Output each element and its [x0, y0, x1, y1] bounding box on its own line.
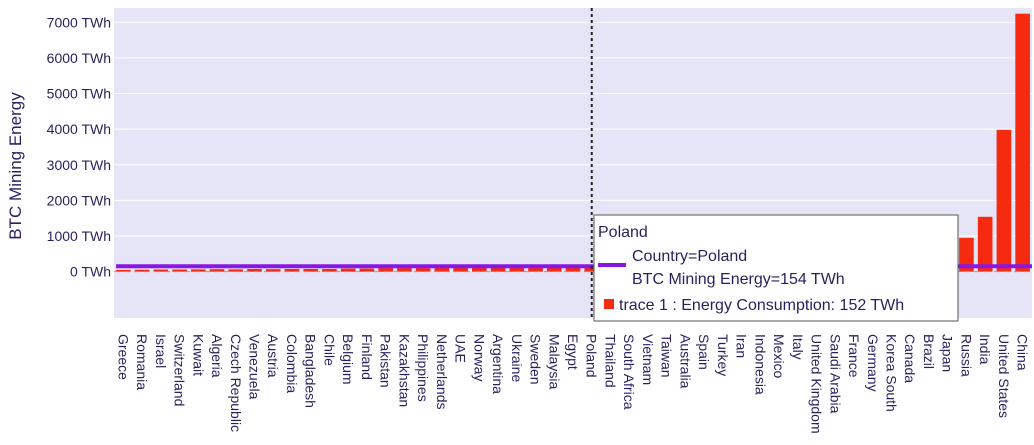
- x-tick-label: Poland: [584, 334, 600, 378]
- x-tick-label: Korea South: [883, 334, 899, 412]
- y-tick-label: 2000 TWh: [47, 192, 111, 208]
- tooltip-box: [593, 214, 959, 322]
- tooltip-line2: BTC Mining Energy=154 TWh: [632, 271, 845, 288]
- x-tick-label: Kazakhstan: [396, 334, 412, 407]
- x-tick-label: Finland: [359, 334, 375, 380]
- bar[interactable]: [509, 266, 525, 272]
- x-tick-label: Ukraine: [509, 334, 525, 382]
- x-tick-label: France: [846, 334, 862, 378]
- x-tick-label: Australia: [677, 334, 693, 389]
- x-tick-label: South Africa: [621, 334, 637, 410]
- x-tick-label: Egypt: [565, 334, 581, 370]
- x-tick-label: Sweden: [528, 334, 544, 385]
- tooltip-line1: Country=Poland: [632, 248, 747, 265]
- x-tick-label: Japan: [940, 334, 956, 372]
- y-tick-label: 3000 TWh: [47, 157, 111, 173]
- y-tick-label: 0 TWh: [70, 264, 111, 280]
- x-tick-label: Belgium: [340, 334, 356, 385]
- y-tick-label: 6000 TWh: [47, 50, 111, 66]
- bar[interactable]: [490, 267, 506, 272]
- tooltip-title: Poland: [598, 224, 648, 241]
- x-tick-label: United Kingdom: [809, 334, 825, 434]
- bar[interactable]: [977, 216, 993, 272]
- x-tick-label: Indonesia: [752, 334, 768, 395]
- tooltip-line3: trace 1 : Energy Consumption: 152 TWh: [619, 297, 904, 314]
- bar[interactable]: [247, 269, 262, 272]
- x-tick-label: Malaysia: [546, 334, 562, 389]
- bar[interactable]: [359, 268, 375, 272]
- x-tick-label: Czech Republic: [228, 334, 244, 432]
- x-tick-label: Germany: [865, 334, 881, 392]
- bar[interactable]: [1015, 13, 1030, 272]
- tooltip-bar-swatch: [604, 299, 614, 309]
- y-axis-ticks: 0 TWh 1000 TWh 2000 TWh 3000 TWh 4000 TWh 500…: [47, 14, 111, 279]
- bar[interactable]: [453, 267, 468, 272]
- bar[interactable]: [228, 269, 244, 272]
- bar[interactable]: [397, 268, 412, 272]
- x-tick-label: Turkey: [715, 334, 731, 376]
- x-tick-label: Algeria: [209, 334, 225, 378]
- x-tick-label: Israel: [153, 334, 169, 368]
- bar[interactable]: [303, 269, 319, 272]
- x-tick-label: Venezuela: [247, 334, 263, 400]
- bar[interactable]: [265, 269, 281, 272]
- x-tick-label: Bangladesh: [303, 334, 319, 408]
- x-tick-label: Pakistan: [378, 334, 394, 388]
- bar[interactable]: [340, 268, 356, 272]
- y-tick-label: 7000 TWh: [47, 14, 111, 30]
- x-tick-label: Taiwan: [659, 334, 675, 378]
- bar[interactable]: [434, 267, 450, 272]
- x-tick-label: Switzerland: [172, 334, 188, 406]
- x-tick-label: Brazil: [921, 334, 937, 369]
- x-tick-label: Vietnam: [640, 334, 656, 385]
- x-tick-label: Spain: [696, 334, 712, 370]
- x-tick-label: Thailand: [602, 334, 618, 388]
- x-tick-label: Argentina: [490, 334, 506, 394]
- y-tick-label: 5000 TWh: [47, 86, 111, 102]
- x-axis-ticks: Greece Romania Israel Switzerland Kuwait Alge…: [115, 334, 1030, 434]
- y-axis-title: BTC Mining Energy: [6, 92, 25, 240]
- x-tick-label: Russia: [958, 334, 974, 377]
- bar[interactable]: [116, 269, 131, 272]
- x-tick-label: Canada: [902, 334, 918, 383]
- bar[interactable]: [528, 266, 543, 272]
- x-tick-label: Chile: [321, 334, 337, 366]
- x-tick-label: UAE: [453, 334, 469, 363]
- x-tick-label: Romania: [134, 334, 150, 390]
- x-tick-label: Kuwait: [190, 334, 206, 376]
- x-tick-label: United States: [996, 334, 1012, 418]
- x-tick-label: Greece: [115, 334, 131, 380]
- y-tick-label: 4000 TWh: [47, 121, 111, 137]
- x-tick-label: China: [1015, 334, 1031, 371]
- bar[interactable]: [322, 269, 337, 272]
- x-tick-label: Iran: [734, 334, 750, 358]
- x-tick-label: Saudi Arabia: [827, 334, 843, 414]
- x-tick-label: Italy: [790, 334, 806, 360]
- x-tick-label: India: [977, 334, 993, 365]
- bar[interactable]: [209, 269, 225, 272]
- bar[interactable]: [190, 269, 206, 272]
- bar[interactable]: [378, 268, 393, 272]
- x-tick-label: Colombia: [284, 334, 300, 393]
- bar[interactable]: [134, 269, 150, 272]
- bar[interactable]: [996, 129, 1012, 272]
- y-tick-label: 1000 TWh: [47, 228, 111, 244]
- x-tick-label: Austria: [265, 334, 281, 378]
- x-tick-label: Netherlands: [434, 334, 450, 410]
- bar[interactable]: [472, 267, 487, 272]
- bar[interactable]: [415, 268, 431, 272]
- x-tick-label: Norway: [471, 334, 487, 381]
- x-tick-label: Mexico: [771, 334, 787, 379]
- bar[interactable]: [959, 237, 974, 272]
- bar[interactable]: [546, 266, 562, 272]
- bar[interactable]: [565, 266, 581, 272]
- x-tick-label: Philippines: [415, 334, 431, 402]
- bar[interactable]: [153, 269, 169, 272]
- bar[interactable]: [172, 269, 187, 272]
- bar[interactable]: [284, 269, 300, 272]
- gridlines: [114, 21, 1032, 237]
- hover-tooltip: Poland Country=Poland BTC Mining Energy=…: [593, 214, 959, 322]
